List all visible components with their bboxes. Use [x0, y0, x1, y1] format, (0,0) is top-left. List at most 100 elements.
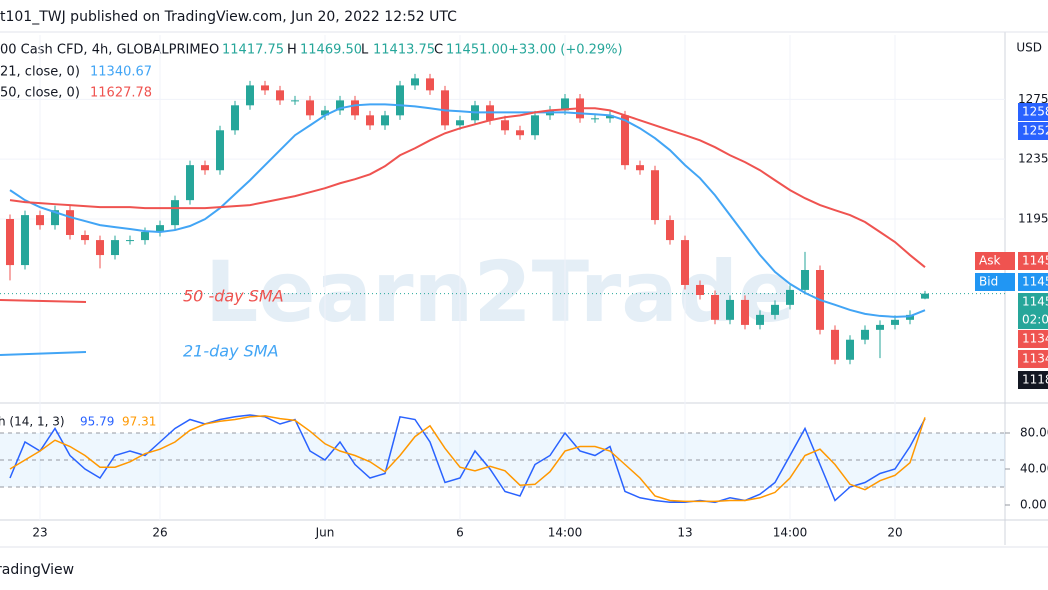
price-tag-box [1018, 293, 1048, 311]
x-tick-label: 20 [887, 526, 902, 540]
candle-body [426, 78, 434, 91]
price-tag: 1134 [1022, 352, 1048, 366]
price-tag-box [1018, 330, 1048, 348]
price-tag-box [1018, 252, 1048, 270]
ohlc-legend: H [287, 43, 297, 58]
legend-value: 11340.67 [90, 65, 152, 80]
candle-body [66, 210, 74, 236]
y-tick-label: 12750.00 [1018, 92, 1048, 106]
osc-y-tick-label: 40.00 [1020, 462, 1048, 476]
candle-body [846, 339, 854, 360]
legend-value: 11627.78 [90, 86, 152, 101]
candle-body [456, 120, 464, 126]
candle-body [366, 115, 374, 126]
candle-body [756, 314, 764, 325]
price-tag-box [975, 273, 1015, 291]
candle-body [681, 240, 689, 285]
currency-label: USD [1016, 41, 1042, 55]
price-tag-box [1018, 350, 1048, 368]
candle-body [291, 100, 299, 102]
ohlc-legend: 11413.75 [373, 43, 435, 58]
price-tag: 1118 [1022, 373, 1048, 387]
candle-body [861, 329, 869, 340]
price-tag: 1145 [1022, 275, 1048, 289]
candle-body [81, 235, 89, 241]
candle-body [321, 110, 329, 116]
price-tag-box [1018, 371, 1048, 389]
ohlc-legend: 11469.50 [300, 43, 362, 58]
candle-body [831, 329, 839, 360]
candle-body [246, 85, 254, 106]
footer-brand: radingView [0, 562, 74, 578]
annotation-line [0, 299, 87, 303]
candle-body [696, 284, 704, 295]
y-tick-label: 12350.00 [1018, 152, 1048, 166]
candle-body [501, 120, 509, 131]
candle-body [156, 225, 164, 233]
x-tick-label: Jun [315, 526, 335, 540]
x-tick-label: 26 [152, 526, 167, 540]
osc-legend-value: 95.79 [80, 415, 114, 429]
sma-line [9, 107, 926, 268]
candle-body [6, 218, 14, 266]
candle-body [561, 98, 569, 111]
ohlc-legend: O [209, 43, 219, 58]
ohlc-legend: 11417.75 [222, 43, 284, 58]
price-tag-box [1018, 311, 1048, 329]
y-tick-label: 11950.00 [1018, 211, 1048, 225]
price-tag-box [1018, 273, 1048, 291]
candle-body [621, 115, 629, 166]
candle-body [36, 215, 44, 226]
candle-body [876, 324, 884, 330]
candle-body [516, 130, 524, 136]
candle-body [141, 232, 149, 241]
candle-body [726, 299, 734, 320]
ohlc-legend: C [434, 43, 443, 58]
x-tick-label: 13 [677, 526, 692, 540]
osc-band [0, 433, 1005, 487]
candle-body [336, 100, 344, 111]
candle-body [921, 293, 929, 299]
candle-body [216, 130, 224, 171]
candle-body [741, 299, 749, 325]
candle-body [606, 115, 614, 119]
price-tag-box [1018, 122, 1048, 140]
candle-body [381, 115, 389, 126]
candle-body [201, 165, 209, 171]
candle-body [891, 319, 899, 325]
legend-name: 50, close, 0) [0, 86, 80, 101]
price-tag: 1145 [1022, 254, 1048, 268]
candle-body [306, 100, 314, 116]
candle-body [636, 165, 644, 171]
candle-body [51, 210, 59, 226]
osc-legend-value: 97.31 [122, 415, 156, 429]
ohlc-legend: L [361, 43, 369, 58]
ohlc-legend: 11451.00 [446, 43, 508, 58]
x-tick-label: 14:00 [773, 526, 808, 540]
candle-body [801, 270, 809, 290]
x-tick-label: 6 [456, 526, 464, 540]
candle-body [531, 115, 539, 136]
candle-body [111, 240, 119, 256]
annotation: 21-day SMA [183, 342, 279, 361]
sma-line [9, 103, 926, 318]
watermark: Learn2Trade [205, 243, 795, 341]
price-tag: Bid [979, 275, 998, 289]
price-tag: Ask [979, 254, 1000, 268]
candle-body [261, 85, 269, 91]
price-tag-box [1018, 103, 1048, 121]
price-tag: 1145 [1022, 295, 1048, 309]
price-tag-box [975, 252, 1015, 270]
header-title: t101_TWJ published on TradingView.com, J… [0, 9, 457, 25]
candle-body [396, 85, 404, 116]
candle-body [651, 170, 659, 221]
candle-body [231, 105, 239, 131]
osc-y-tick-label: 0.00 [1020, 498, 1047, 512]
osc-pane [0, 404, 1005, 520]
price-tag: 1258 [1022, 105, 1048, 119]
x-tick-label: 14:00 [548, 526, 583, 540]
candle-body [351, 100, 359, 116]
candle-body [906, 314, 914, 320]
candle-body [786, 289, 794, 305]
